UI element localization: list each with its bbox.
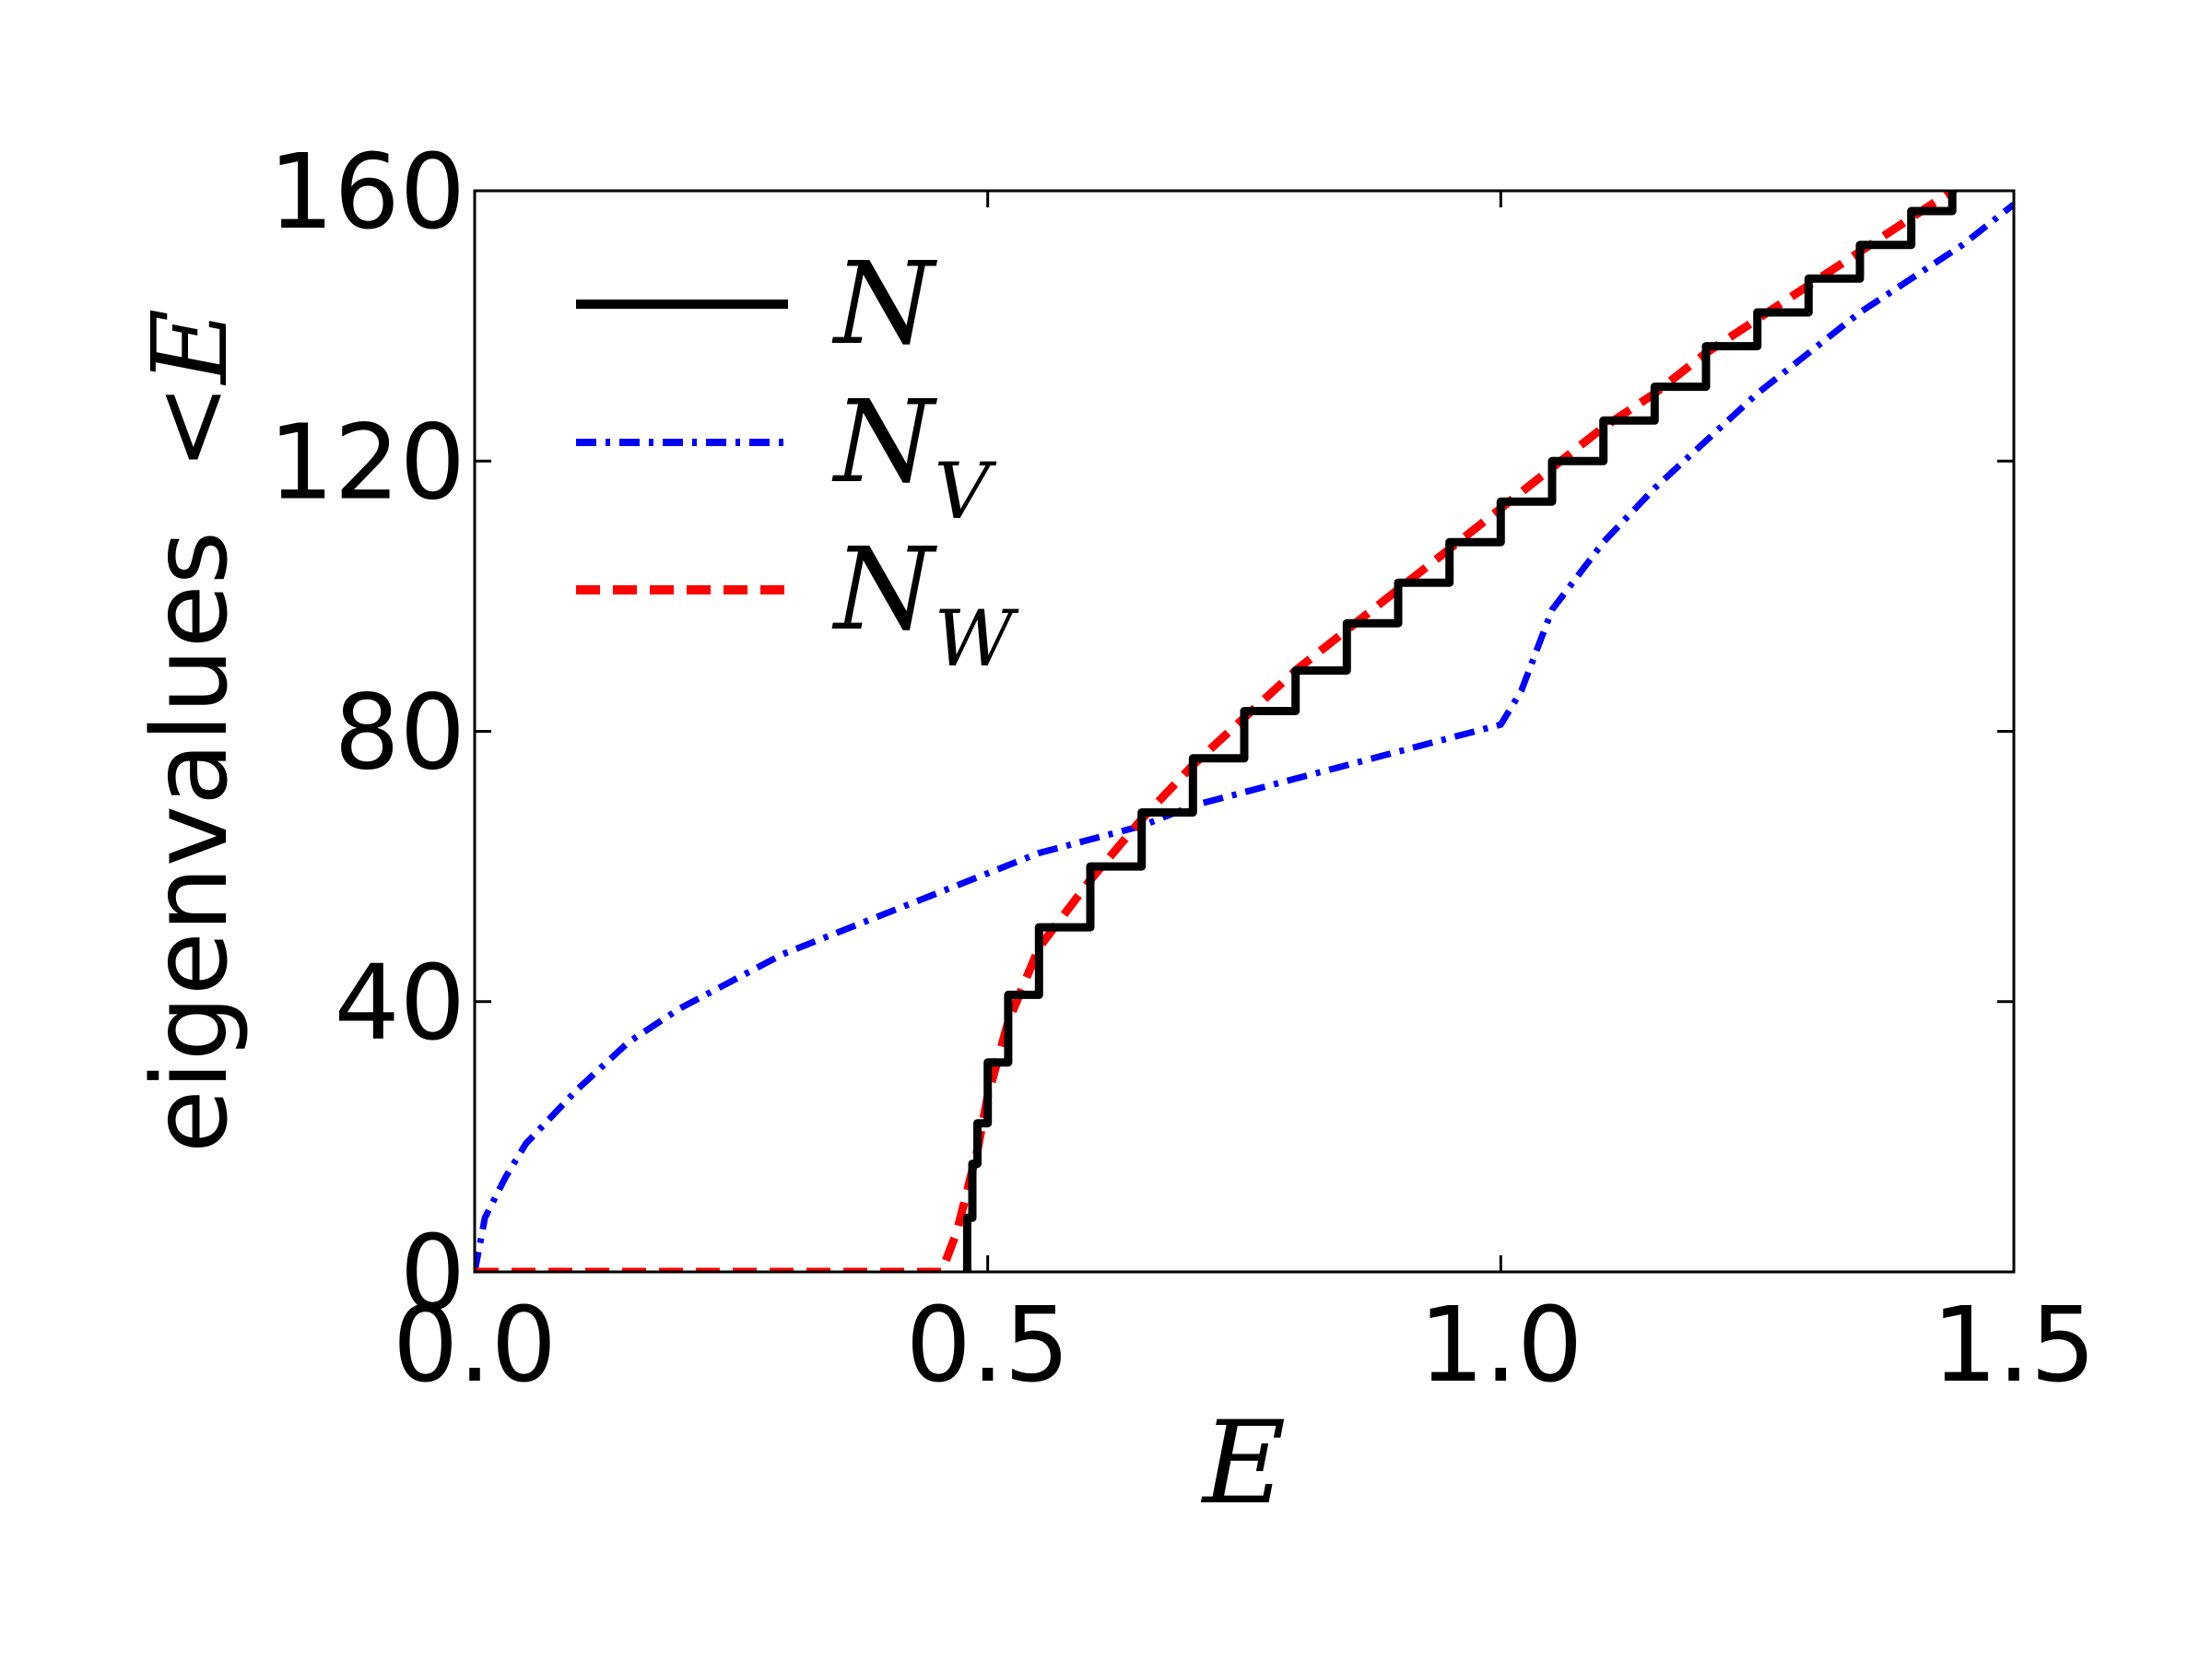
legend-label-nv: NV bbox=[831, 376, 997, 536]
legend-label-nv-sub: V bbox=[935, 446, 997, 536]
tick-layer: 0.0 0.5 1.0 1.5 0 40 80 120 160 bbox=[268, 133, 2096, 1406]
y-tick-label: 40 bbox=[334, 944, 465, 1064]
x-tick-label: 0.0 bbox=[393, 1286, 557, 1406]
x-tick-label: 1.5 bbox=[1932, 1286, 2096, 1406]
x-tick-label: 0.5 bbox=[906, 1286, 1070, 1406]
y-axis-label-text: eigenvalues bbox=[131, 531, 251, 1153]
x-axis-label: E bbox=[1201, 1397, 1287, 1530]
y-axis-label-math: <E bbox=[131, 309, 251, 471]
legend: N NV NW bbox=[576, 238, 1020, 684]
svg-text:eigenvalues <E: eigenvalues <E bbox=[131, 309, 251, 1154]
y-tick-label: 120 bbox=[268, 403, 465, 523]
series-layer bbox=[475, 191, 2014, 1272]
legend-label-nv-main: N bbox=[831, 376, 938, 509]
y-tick-label: 160 bbox=[268, 133, 465, 253]
legend-label-nw: NW bbox=[831, 524, 1020, 684]
y-tick-label: 0 bbox=[400, 1214, 465, 1334]
x-tick-label: 1.0 bbox=[1418, 1286, 1583, 1406]
legend-label-nw-main: N bbox=[831, 524, 938, 656]
series-line-n-v bbox=[475, 201, 2014, 1272]
legend-label-nw-sub: W bbox=[935, 594, 1020, 684]
legend-label-n: N bbox=[831, 238, 938, 371]
y-tick-label: 80 bbox=[334, 674, 465, 794]
series-line-n bbox=[962, 191, 1957, 1272]
y-axis-label: eigenvalues <E bbox=[131, 309, 251, 1154]
legend-label-n-main: N bbox=[831, 238, 938, 371]
